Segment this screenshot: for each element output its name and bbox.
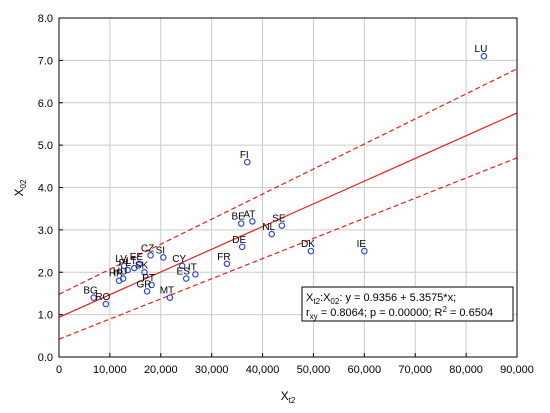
data-point-de (238, 243, 246, 251)
point-label-si: SI (156, 245, 165, 256)
data-point-hr (115, 277, 123, 284)
point-label-at: AT (243, 209, 255, 220)
x-tick-labels: 0 10,000 20,000 30,000 40,000 50,000 60,000 70,… (56, 353, 534, 376)
regression-line-group (58, 112, 518, 318)
data-point-es (182, 275, 190, 282)
point-label-dk: DK (301, 239, 315, 250)
x-tick-label: 20,000 (144, 364, 178, 376)
point-label-es: ES (177, 267, 191, 278)
data-point-ee (136, 260, 143, 268)
regression-line (58, 112, 518, 318)
data-point-mt (166, 294, 174, 301)
x-tick-label: 10,000 (93, 364, 127, 376)
point-label-de: DE (232, 235, 246, 246)
x-tick-label: 60,000 (348, 364, 382, 376)
point-label-ee: EE (130, 252, 144, 263)
point-label-mt: MT (160, 286, 174, 297)
y-tick-label: 1.0 (38, 310, 53, 322)
point-label-se: SE (272, 214, 286, 225)
data-point-bg (90, 294, 97, 301)
data-point-pl (124, 266, 131, 274)
x-tick-label: 80,000 (449, 364, 483, 376)
data-point-se (278, 222, 286, 229)
point-label-lv: LV (115, 254, 127, 265)
data-point-ie (361, 247, 368, 255)
legend-box (301, 286, 514, 322)
point-label-it: IT (188, 262, 197, 273)
y-tick-label: 5.0 (38, 140, 53, 152)
regression-legend: Xt2:X02: y = 0.9356 + 5.3575*x; rxy = 0.… (301, 286, 514, 322)
data-point-lv (120, 262, 128, 270)
point-label-ie: IE (357, 239, 367, 250)
data-point-lu (480, 52, 488, 60)
x-tick-label: 40,000 (246, 364, 280, 376)
y-tick-label: 4.0 (38, 183, 53, 195)
x-axis-label: Xt2 (281, 389, 296, 405)
y-tick-label: 6.0 (38, 98, 53, 110)
y-tick-labels: 0.0 1.0 2.0 3.0 4.0 5.0 6.0 7.0 8.0 (38, 13, 63, 364)
point-label-fi: FI (240, 150, 249, 161)
point-label-nl: NL (262, 222, 275, 233)
point-label-lt: LT (126, 256, 137, 267)
data-point-cz (147, 252, 154, 259)
grid-lines (59, 18, 517, 357)
plot-frame (58, 17, 518, 358)
data-point-cy (178, 262, 186, 270)
upper-confidence-line (58, 68, 518, 295)
point-label-sk: SK (135, 260, 149, 271)
y-tick-label: 2.0 (38, 267, 53, 279)
point-label-hu: HU (113, 267, 127, 278)
y-tick-label: 8.0 (38, 13, 53, 25)
point-label-bg: BG (83, 286, 98, 297)
point-label-hr: HR (109, 269, 123, 280)
x-tick-label: 0 (56, 364, 62, 376)
y-tick-label: 0.0 (38, 352, 53, 364)
data-point-si (160, 254, 167, 261)
point-label-be: BE (232, 212, 246, 223)
data-point-lt (131, 264, 138, 272)
data-point-fi (244, 158, 251, 166)
data-point-nl (268, 230, 275, 238)
data-point-gr (143, 288, 151, 295)
point-label-lu: LU (475, 44, 488, 55)
x-tick-label: 70,000 (398, 364, 432, 376)
data-point-ro (102, 300, 110, 308)
confidence-band (58, 68, 518, 340)
point-label-gr: GR (137, 279, 152, 290)
data-point-dk (307, 247, 315, 255)
point-label-cy: CY (172, 254, 186, 265)
y-axis-label: X02 (12, 179, 28, 196)
legend-statistics: rxy = 0.8064; p = 0.00000; R2 = 0.6504 (306, 305, 493, 321)
data-point-be (237, 220, 245, 227)
data-point-it (192, 271, 199, 278)
lower-confidence-line (58, 157, 518, 340)
point-label-pt: PT (142, 273, 155, 284)
point-label-cz: CZ (141, 243, 154, 254)
point-label-pl: PL (119, 258, 132, 269)
data-point-pt (148, 281, 155, 289)
data-point-sk (141, 268, 148, 276)
data-point-at (249, 218, 256, 225)
data-point-fr (223, 260, 231, 268)
x-tick-label: 90,000 (500, 364, 534, 376)
y-tick-label: 3.0 (38, 225, 53, 237)
legend-equation: Xt2:X02: y = 0.9356 + 5.3575*x; (306, 292, 456, 306)
point-label-ro: RO (95, 292, 110, 303)
point-label-fr: FR (217, 252, 230, 263)
y-tick-label: 7.0 (38, 55, 53, 67)
x-tick-label: 30,000 (195, 364, 229, 376)
x-tick-label: 50,000 (297, 364, 331, 376)
